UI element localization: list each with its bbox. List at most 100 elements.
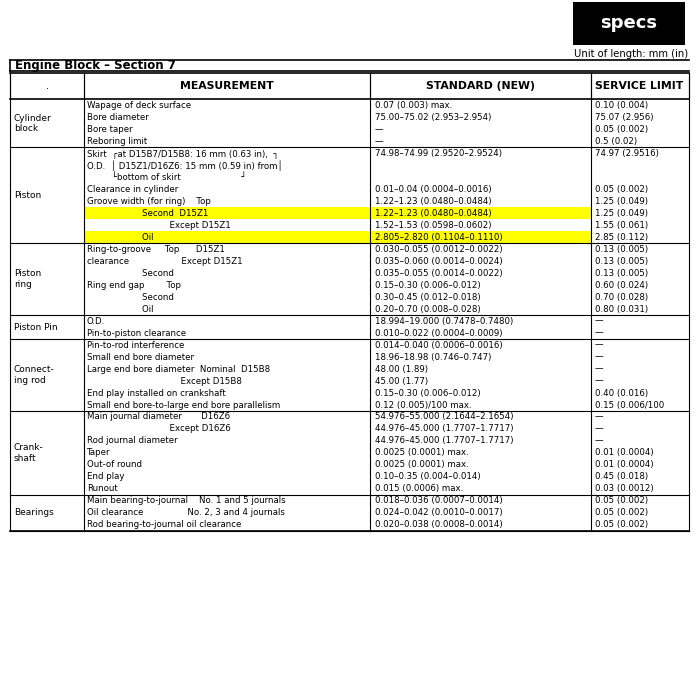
Text: 0.05 (0.002): 0.05 (0.002) [595,497,648,506]
Text: Except D16Z6: Except D16Z6 [87,425,231,434]
Text: .: . [45,82,49,91]
Text: 0.020–0.038 (0.0008–0.0014): 0.020–0.038 (0.0008–0.0014) [375,521,503,530]
Bar [84,208,370,219]
Text: 48.00 (1.89): 48.00 (1.89) [375,364,428,373]
Text: O.D.: O.D. [87,316,105,325]
Text: 0.5 (0.02): 0.5 (0.02) [595,137,637,146]
Text: Oil clearance                No. 2, 3 and 4 journals: Oil clearance No. 2, 3 and 4 journals [87,508,284,517]
Text: 0.05 (0.002): 0.05 (0.002) [595,521,648,530]
Text: 44.976–45.000 (1.7707–1.7717): 44.976–45.000 (1.7707–1.7717) [375,425,513,434]
Text: Bore taper: Bore taper [87,125,132,134]
Text: 0.014–0.040 (0.0006–0.0016): 0.014–0.040 (0.0006–0.0016) [375,340,503,349]
Text: 0.13 (0.005): 0.13 (0.005) [595,257,648,266]
Text: 45.00 (1.77): 45.00 (1.77) [375,377,428,386]
Text: Clearance in cylinder: Clearance in cylinder [87,185,178,194]
Text: 74.98–74.99 (2.9520–2.9524): 74.98–74.99 (2.9520–2.9524) [375,149,502,158]
Text: —: — [595,364,603,373]
Text: 0.15 (0.006/100: 0.15 (0.006/100 [595,401,664,410]
Text: Skirt  ┌at D15B7/D15B8: 16 mm (0.63 in),  ┐: Skirt ┌at D15B7/D15B8: 16 mm (0.63 in), … [87,149,278,158]
Text: 0.70 (0.028): 0.70 (0.028) [595,292,648,301]
Text: Main bearing-to-journal    No. 1 and 5 journals: Main bearing-to-journal No. 1 and 5 jour… [87,497,285,506]
Text: —: — [375,137,383,146]
Text: —: — [595,412,603,421]
Text: Bearings: Bearings [14,508,54,517]
Text: Crank-
shaft: Crank- shaft [14,443,44,462]
Bar [370,208,591,219]
Text: 0.0025 (0.0001) max.: 0.0025 (0.0001) max. [375,460,468,469]
Text: Taper: Taper [87,449,110,458]
Text: —: — [595,329,603,338]
Text: 0.10–0.35 (0.004–0.014): 0.10–0.35 (0.004–0.014) [375,473,480,482]
Text: └bottom of skirt                      ┘: └bottom of skirt ┘ [87,173,246,182]
Text: Cylinder
block: Cylinder block [14,114,52,133]
Text: Pin-to-rod interference: Pin-to-rod interference [87,340,184,349]
Text: Except D15Z1: Except D15Z1 [87,221,231,229]
Text: Engine Block – Section 7: Engine Block – Section 7 [15,59,176,71]
Text: Except D15B8: Except D15B8 [87,377,242,386]
Text: Piston: Piston [14,190,41,200]
Text: Small end bore-to-large end bore parallelism: Small end bore-to-large end bore paralle… [87,401,280,410]
Text: Bore diameter: Bore diameter [87,113,148,122]
Text: —: — [595,353,603,362]
Text: 0.05 (0.002): 0.05 (0.002) [595,185,648,194]
Text: specs: specs [600,14,658,32]
Text: 1.22–1.23 (0.0480–0.0484): 1.22–1.23 (0.0480–0.0484) [375,209,491,218]
Text: SERVICE LIMIT: SERVICE LIMIT [596,82,684,91]
Text: 0.035–0.055 (0.0014–0.0022): 0.035–0.055 (0.0014–0.0022) [375,269,503,277]
Text: 2.805–2.820 (0.1104–0.1110): 2.805–2.820 (0.1104–0.1110) [375,233,503,242]
Text: Wapage of deck surface: Wapage of deck surface [87,101,191,110]
Text: 0.13 (0.005): 0.13 (0.005) [595,245,648,253]
Text: Piston
ring: Piston ring [14,269,41,289]
Text: —: — [595,340,603,349]
Text: 0.15–0.30 (0.006–0.012): 0.15–0.30 (0.006–0.012) [375,281,480,290]
Text: —: — [595,316,603,325]
Text: 0.015 (0.0006) max.: 0.015 (0.0006) max. [375,484,463,493]
Text: End play: End play [87,473,124,482]
Text: 0.01 (0.0004): 0.01 (0.0004) [595,449,654,458]
Text: 0.05 (0.002): 0.05 (0.002) [595,508,648,517]
Text: 0.03 (0.0012): 0.03 (0.0012) [595,484,654,493]
Text: 0.030–0.055 (0.0012–0.0022): 0.030–0.055 (0.0012–0.0022) [375,245,503,253]
Text: 1.55 (0.061): 1.55 (0.061) [595,221,648,229]
Text: 0.10 (0.004): 0.10 (0.004) [595,101,648,110]
Text: 0.12 (0.005)/100 max.: 0.12 (0.005)/100 max. [375,401,471,410]
Text: Ring end gap        Top: Ring end gap Top [87,281,180,290]
Text: Piston Pin: Piston Pin [14,323,57,332]
Text: 0.05 (0.002): 0.05 (0.002) [595,125,648,134]
Text: 0.80 (0.031): 0.80 (0.031) [595,305,648,314]
Text: 0.07 (0.003) max.: 0.07 (0.003) max. [375,101,452,110]
Text: 0.30–0.45 (0.012–0.018): 0.30–0.45 (0.012–0.018) [375,292,480,301]
Text: 0.20–0.70 (0.008–0.028): 0.20–0.70 (0.008–0.028) [375,305,480,314]
Text: 44.976–45.000 (1.7707–1.7717): 44.976–45.000 (1.7707–1.7717) [375,436,513,445]
Text: 75.00–75.02 (2.953–2.954): 75.00–75.02 (2.953–2.954) [375,113,491,122]
Text: Small end bore diameter: Small end bore diameter [87,353,194,362]
Text: Main journal diameter       D16Z6: Main journal diameter D16Z6 [87,412,230,421]
Text: MEASUREMENT: MEASUREMENT [180,82,274,91]
Text: —: — [595,377,603,386]
Text: 18.994–19.000 (0.7478–0.7480): 18.994–19.000 (0.7478–0.7480) [375,316,513,325]
Text: Second: Second [87,292,173,301]
Text: Runout: Runout [87,484,117,493]
Text: 0.010–0.022 (0.0004–0.0009): 0.010–0.022 (0.0004–0.0009) [375,329,502,338]
Text: 1.52–1.53 (0.0598–0.0602): 1.52–1.53 (0.0598–0.0602) [375,221,491,229]
Text: 18.96–18.98 (0.746–0.747): 18.96–18.98 (0.746–0.747) [375,353,491,362]
Text: Pin-to-piston clearance: Pin-to-piston clearance [87,329,186,338]
Text: 0.035–0.060 (0.0014–0.0024): 0.035–0.060 (0.0014–0.0024) [375,257,503,266]
Text: 0.15–0.30 (0.006–0.012): 0.15–0.30 (0.006–0.012) [375,388,480,397]
Text: 54.976–55.000 (2.1644–2.1654): 54.976–55.000 (2.1644–2.1654) [375,412,513,421]
Text: Oil: Oil [87,305,153,314]
Text: STANDARD (NEW): STANDARD (NEW) [426,82,535,91]
Text: —: — [375,125,383,134]
Text: Unit of length: mm (in): Unit of length: mm (in) [575,49,689,60]
Text: 0.13 (0.005): 0.13 (0.005) [595,269,648,277]
Text: —: — [595,425,603,434]
Text: Ring-to-groove     Top      D15Z1: Ring-to-groove Top D15Z1 [87,245,224,253]
Text: Second  D15Z1: Second D15Z1 [87,209,208,218]
Text: Groove width (for ring)    Top: Groove width (for ring) Top [87,197,210,205]
Text: clearance                   Except D15Z1: clearance Except D15Z1 [87,257,243,266]
Text: 0.0025 (0.0001) max.: 0.0025 (0.0001) max. [375,449,468,458]
Text: Second: Second [87,269,173,277]
Bar [84,232,370,243]
Text: 1.22–1.23 (0.0480–0.0484): 1.22–1.23 (0.0480–0.0484) [375,197,491,205]
Text: O.D.  │ D15Z1/D16Z6: 15 mm (0.59 in) from│: O.D. │ D15Z1/D16Z6: 15 mm (0.59 in) from… [87,160,282,171]
